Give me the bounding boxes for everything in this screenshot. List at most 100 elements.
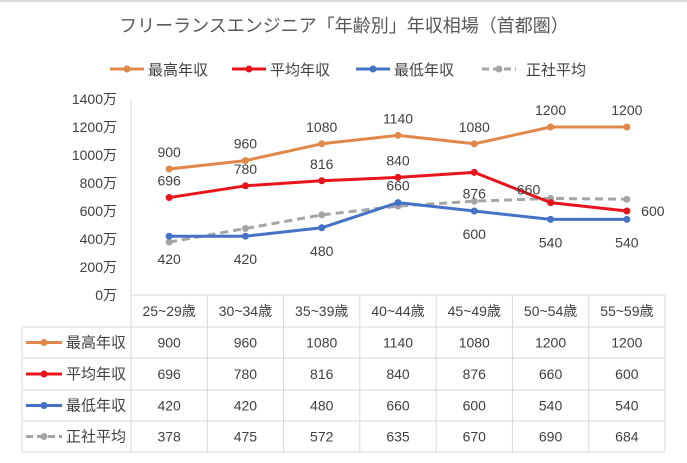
data-label: 780 [234,161,258,177]
data-point [318,211,326,219]
data-point [394,131,402,139]
category-label: 25~29歳 [142,303,195,319]
legend-label: 平均年収 [270,62,330,79]
data-label: 1200 [611,102,642,118]
table-cell: 540 [615,398,639,414]
data-label: 696 [157,173,181,189]
data-point [623,207,631,215]
table-cell: 1080 [459,335,490,351]
y-tick-label: 800万 [80,175,117,191]
y-tick-label: 1400万 [72,91,117,107]
table-cell: 378 [157,429,181,445]
data-label: 480 [310,243,334,259]
data-label: 660 [517,182,541,198]
table-cell: 1200 [611,335,642,351]
table-series-label: 正社平均 [66,429,126,446]
table-cell: 816 [310,366,334,382]
table-cell: 780 [234,366,258,382]
data-label: 876 [463,185,487,201]
data-point [241,157,249,165]
table-cell: 876 [463,366,487,382]
table-legend-marker-icon [40,370,48,378]
category-label: 30~34歳 [219,303,272,319]
table-cell: 475 [234,429,258,445]
table-cell: 1140 [383,335,413,351]
legend-label: 最低年収 [394,62,454,79]
data-label: 816 [310,156,334,172]
data-point [623,195,631,203]
legend-label: 最高年収 [148,62,208,79]
data-point [547,215,555,223]
table-legend-marker-icon [40,402,48,409]
data-label: 540 [539,234,563,250]
category-label: 40~44歳 [371,303,424,319]
data-point [241,225,249,232]
table-cell: 684 [615,429,639,445]
data-label: 1080 [459,119,490,135]
table-cell: 420 [234,398,258,414]
table-cell: 600 [463,398,487,414]
table-cell: 690 [539,429,563,445]
data-label: 840 [386,152,410,168]
data-point [318,140,326,148]
data-point [470,197,478,205]
legend-marker-icon [123,65,131,73]
data-point [241,232,249,240]
data-label: 960 [234,136,258,152]
legend-item-3: 正社平均 [482,62,586,79]
y-axis: 0万 200万 400万 600万 800万 1000万 1200万 1400万 [72,91,117,303]
table-cell: 960 [234,335,258,351]
table-cell: 1080 [306,335,337,351]
y-tick-label: 400万 [80,231,117,247]
data-point [623,215,631,223]
y-tick-label: 600万 [80,203,117,219]
data-label: 900 [157,144,181,160]
category-label: 45~49歳 [448,303,501,319]
data-label: 600 [463,226,487,242]
y-tick-label: 0万 [95,287,117,303]
data-point [470,140,478,148]
table-cell: 1200 [535,335,566,351]
data-point [547,123,555,131]
table-cell: 670 [463,429,487,445]
category-label: 50~54歳 [524,303,577,319]
legend-item-0: 最高年収 [110,62,208,79]
data-label: 1200 [535,102,566,118]
table-cell: 660 [386,398,410,414]
table-cell: 900 [157,335,181,351]
data-point [547,199,555,207]
table-cell: 600 [615,366,639,382]
table-cell: 840 [386,366,410,382]
table-legend-marker-icon [40,339,48,346]
table-cell: 696 [157,366,181,382]
legend-marker-icon [495,65,503,73]
table-legend-marker-icon [40,433,48,440]
legend-marker-icon [369,65,377,73]
data-point [165,194,173,202]
y-tick-label: 200万 [80,259,117,275]
table-cell: 572 [310,429,334,445]
data-point [470,207,478,215]
data-label: 600 [641,203,665,219]
legend-label: 正社平均 [526,62,586,79]
data-point [394,173,402,181]
data-label: 420 [234,251,258,267]
plot-area: 900 960 1080 1140 1080 1200 1200 696 780 816 840 87… [157,102,664,267]
data-point [318,177,326,185]
table-cell: 660 [539,366,563,382]
y-tick-label: 1000万 [72,147,117,163]
data-label: 660 [386,178,410,194]
data-point [165,165,173,173]
data-table: 25~29歳 30~34歳 35~39歳 40~44歳 45~49歳 50~54歳 55~5… [21,99,666,453]
category-label: 55~59歳 [600,303,653,319]
data-point [623,123,631,131]
table-cell: 480 [310,398,334,414]
legend-marker-icon [245,65,253,73]
data-point [394,199,402,207]
y-tick-label: 1200万 [72,119,117,135]
data-label: 1080 [306,119,337,135]
data-point [165,232,173,240]
table-series-label: 最低年収 [66,398,126,415]
data-point [165,238,173,246]
